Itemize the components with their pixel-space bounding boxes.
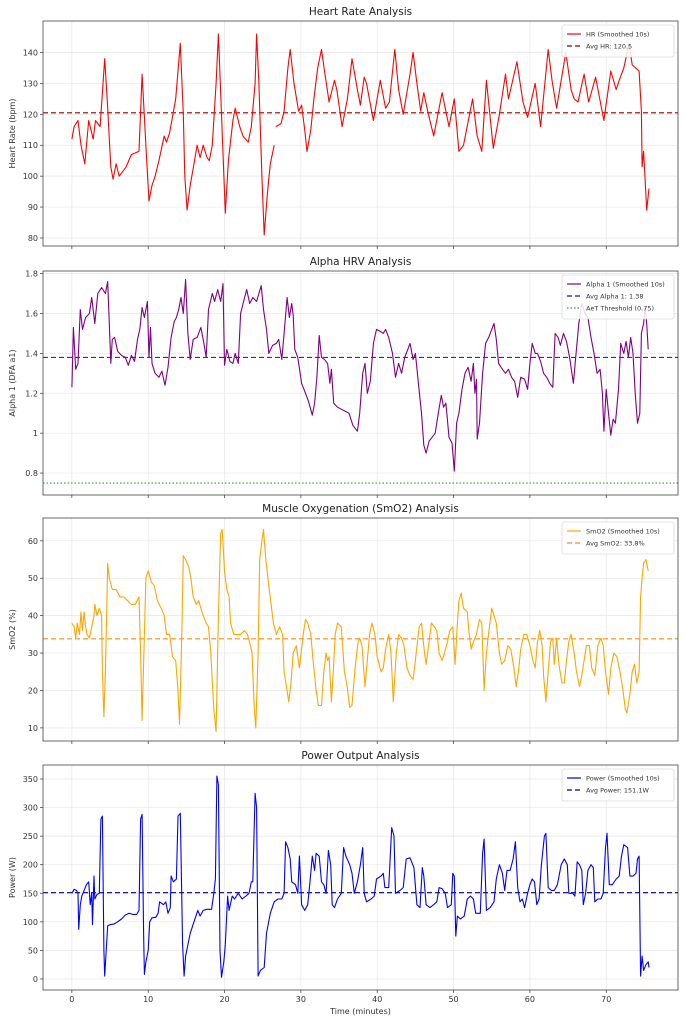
legend-label: Avg Alpha 1: 1.38 <box>586 292 644 300</box>
y-tick-label: 1 <box>33 429 38 438</box>
legend: HR (Smoothed 10s) Avg HR: 120.5 <box>561 24 675 58</box>
axes-frame <box>42 764 679 991</box>
subplot-0: 80 90 100 110 120 130 140 Heart Rate Analysis He… <box>8 6 679 249</box>
y-tick-label: 200 <box>23 861 38 870</box>
x-tick-label: 70 <box>601 995 611 1004</box>
y-tick-label: 150 <box>23 889 38 898</box>
series-line-0 <box>71 529 649 733</box>
chart-title: Alpha HRV Analysis <box>310 256 412 268</box>
axes-frame <box>42 20 679 247</box>
legend-label: Alpha 1 (Smoothed 10s) <box>586 280 665 288</box>
x-tick-label: 40 <box>372 995 382 1004</box>
y-tick-label: 40 <box>28 612 38 621</box>
legend: Power (Smoothed 10s) Avg Power: 151.1W <box>561 768 675 802</box>
series-line-0 <box>71 33 650 236</box>
x-tick-label: 20 <box>219 995 229 1004</box>
y-tick-label: 60 <box>28 537 38 546</box>
legend: Alpha 1 (Smoothed 10s) Avg Alpha 1: 1.38 A… <box>561 274 675 320</box>
y-tick-label: 110 <box>23 141 38 150</box>
y-tick-label: 130 <box>23 79 38 88</box>
legend-label: Power (Smoothed 10s) <box>586 774 660 782</box>
y-tick-label: 20 <box>28 686 38 695</box>
x-tick-label: 50 <box>448 995 458 1004</box>
y-axis-label: Power (W) <box>8 857 17 898</box>
y-tick-label: 100 <box>23 918 38 927</box>
subplot-2: 10 20 30 40 50 60 Muscle Oxygenation (SmO2) An… <box>8 503 679 744</box>
y-tick-label: 50 <box>28 574 38 583</box>
x-tick-label: 30 <box>296 995 306 1004</box>
x-tick-label: 60 <box>525 995 535 1004</box>
y-tick-label: 140 <box>23 49 38 58</box>
chart-title: Heart Rate Analysis <box>309 6 412 18</box>
y-tick-label: 100 <box>23 172 38 181</box>
series-line-0 <box>71 279 649 472</box>
y-axis-label: Alpha 1 (DFA a1) <box>8 349 17 416</box>
subplot-3: 0 10 20 30 40 50 60 70 0 50 100 150 200 250 300 350 Powe… <box>8 750 679 1016</box>
axes-frame <box>42 517 679 742</box>
y-tick-label: 1.6 <box>25 309 38 318</box>
y-tick-label: 300 <box>23 804 38 813</box>
chart-title: Power Output Analysis <box>301 750 419 762</box>
y-tick-label: 250 <box>23 832 38 841</box>
y-tick-label: 1.8 <box>25 270 38 279</box>
y-tick-label: 350 <box>23 775 38 784</box>
legend-box <box>561 24 675 58</box>
x-tick-label: 10 <box>143 995 153 1004</box>
legend-box <box>561 521 675 555</box>
y-tick-label: 80 <box>28 234 38 243</box>
subplot-1: 0.8 1 1.2 1.4 1.6 1.8 Alpha HRV Analysis Alpha … <box>8 256 679 498</box>
legend: SmO2 (Smoothed 10s) Avg SmO2: 33.8% <box>561 521 675 555</box>
series-line-0 <box>71 775 650 978</box>
legend-label: Avg Power: 151.1W <box>586 786 650 794</box>
y-tick-label: 0 <box>33 975 38 984</box>
legend-box <box>561 768 675 802</box>
y-tick-label: 10 <box>28 724 38 733</box>
y-tick-label: 30 <box>28 649 38 658</box>
x-axis-label: Time (minutes) <box>329 1007 391 1016</box>
y-tick-label: 1.4 <box>25 349 38 358</box>
y-tick-label: 50 <box>28 946 38 955</box>
axes-frame <box>42 270 679 496</box>
legend-label: Avg HR: 120.5 <box>586 42 632 50</box>
legend-label: SmO2 (Smoothed 10s) <box>586 527 660 535</box>
y-tick-label: 90 <box>28 203 38 212</box>
legend-label: Avg SmO2: 33.8% <box>586 539 645 547</box>
chart-title: Muscle Oxygenation (SmO2) Analysis <box>262 503 459 515</box>
legend-box <box>561 274 675 320</box>
legend-label: AeT Threshold (0.75) <box>586 304 654 312</box>
legend-label: HR (Smoothed 10s) <box>586 30 649 38</box>
y-tick-label: 120 <box>23 110 38 119</box>
x-tick-label: 0 <box>69 995 74 1004</box>
y-tick-label: 0.8 <box>25 469 38 478</box>
y-axis-label: SmO2 (%) <box>8 609 17 650</box>
y-tick-label: 1.2 <box>25 389 38 398</box>
y-axis-label: Heart Rate (bpm) <box>8 99 17 169</box>
